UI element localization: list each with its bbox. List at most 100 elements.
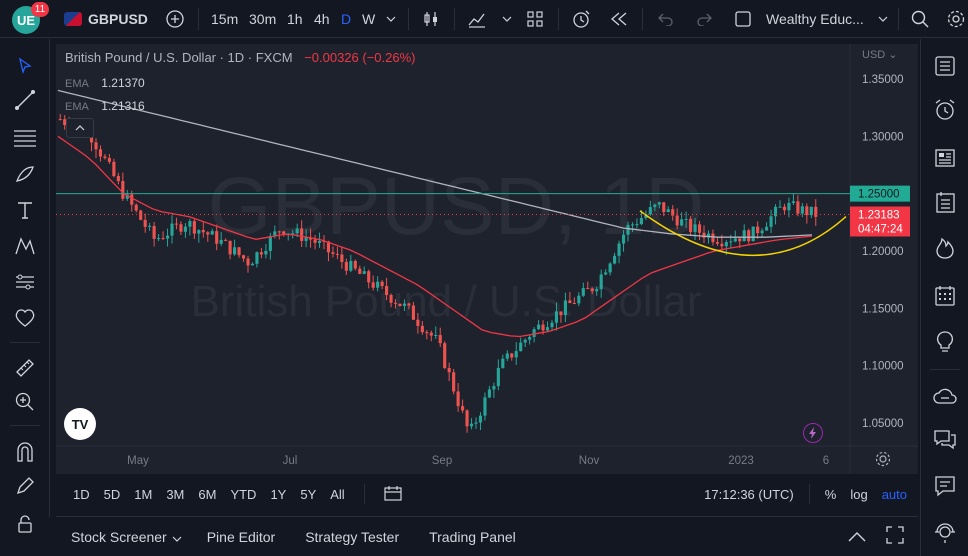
symbol-search[interactable]: GBPUSD (64, 0, 148, 38)
undo-icon[interactable] (656, 0, 676, 38)
candle-body-down (228, 240, 232, 255)
tradingview-logo[interactable]: TV (64, 408, 96, 440)
interval-15m[interactable]: 15m (211, 10, 239, 27)
interval-4h[interactable]: 4h (314, 10, 330, 27)
brush-icon[interactable] (10, 159, 40, 189)
compare-add-icon[interactable] (163, 0, 187, 38)
candle-body-down (215, 231, 219, 244)
watchlist-icon[interactable] (930, 51, 960, 81)
collapse-legend-button[interactable] (66, 118, 94, 138)
candle-body-down (689, 218, 693, 233)
auto-scale-toggle[interactable]: auto (881, 486, 907, 502)
zoom-in-icon[interactable] (10, 387, 40, 417)
range-3m[interactable]: 3M (166, 486, 185, 502)
stay-drawing-pencil-icon[interactable] (10, 471, 40, 501)
alarm-clock-icon[interactable] (930, 95, 960, 125)
ideas-lightbulb-icon[interactable] (930, 327, 960, 357)
interval-1h[interactable]: 1h (287, 10, 303, 27)
chart-pane[interactable]: GBPUSD, 1D British Pound / U.S. Dollar USD… (56, 44, 918, 474)
templates-grid-icon[interactable] (524, 0, 546, 38)
interval-d[interactable]: D (341, 10, 352, 27)
candle-body-down (411, 305, 415, 320)
notes-list-icon[interactable] (930, 187, 960, 217)
candle-body-up (577, 295, 581, 304)
candle-body-up (778, 206, 782, 208)
range-1m[interactable]: 1M (134, 486, 153, 502)
log-scale-toggle[interactable]: log (850, 486, 868, 502)
go-to-date-icon[interactable] (377, 485, 409, 504)
candle-body-down (112, 161, 116, 177)
range-all[interactable]: All (330, 486, 345, 502)
panel-collapse-chevron-icon[interactable] (848, 529, 866, 545)
chats-icon[interactable] (930, 425, 960, 455)
favorites-heart-icon[interactable] (10, 303, 40, 333)
candle-body-up (188, 221, 192, 227)
indicators-icon[interactable] (466, 0, 488, 38)
interval-30m[interactable]: 30m (249, 10, 277, 27)
pattern-tool-icon[interactable] (10, 231, 40, 261)
last-price-label: 1.23183 (858, 209, 900, 221)
stock-screener-chevron-icon[interactable] (172, 529, 182, 545)
range-1d[interactable]: 1D (73, 486, 90, 502)
maximize-panel-icon[interactable] (886, 526, 904, 547)
candle-body-down (139, 210, 143, 220)
fib-retracement-icon[interactable] (10, 123, 40, 153)
ema-slow-legend[interactable]: EMA 1.21316 (65, 99, 145, 113)
price-tick-label: 1.35000 (862, 74, 904, 86)
lightning-icon[interactable] (803, 423, 823, 443)
layout-name[interactable]: Wealthy Educ... (766, 10, 864, 27)
tab-pine-editor[interactable]: Pine Editor (206, 528, 276, 545)
cursor-icon[interactable] (10, 51, 40, 81)
chart-legend: British Pound / U.S. Dollar · 1D · FXCM … (65, 50, 416, 65)
candle-body-down (756, 226, 760, 234)
candle-body-down (206, 232, 210, 235)
hotlists-fire-icon[interactable] (930, 233, 960, 263)
candle-body-up (760, 230, 764, 234)
trend-line-icon[interactable] (10, 85, 40, 115)
magnet-icon[interactable] (10, 437, 40, 467)
search-icon[interactable] (908, 0, 932, 38)
interval-dropdown-chevron-icon[interactable] (384, 0, 398, 38)
candle-body-up (183, 226, 187, 232)
range-5y[interactable]: 5Y (300, 486, 317, 502)
interval-w[interactable]: W (362, 10, 376, 27)
lock-icon[interactable] (10, 509, 40, 539)
messages-icon[interactable] (930, 471, 960, 501)
community-cloud-icon[interactable] (930, 381, 960, 411)
range-5d[interactable]: 5D (103, 486, 121, 502)
clock-timezone[interactable]: 17:12:36 (UTC) (704, 486, 794, 502)
replay-rewind-icon[interactable] (608, 0, 630, 38)
news-icon[interactable] (930, 143, 960, 173)
candle-body-down (416, 319, 420, 326)
tab-strategy-tester[interactable]: Strategy Tester (305, 528, 400, 545)
percent-scale-toggle[interactable]: % (824, 486, 837, 502)
candle-body-down (241, 255, 246, 259)
prediction-tool-icon[interactable] (10, 267, 40, 297)
tab-trading-panel[interactable]: Trading Panel (429, 528, 516, 545)
ruler-icon[interactable] (10, 353, 40, 383)
settings-gear-icon[interactable] (944, 0, 968, 38)
redo-icon[interactable] (694, 0, 714, 38)
candle-body-down (259, 252, 263, 255)
tab-stock-screener[interactable]: Stock Screener (71, 528, 167, 545)
candle-body-down (63, 119, 67, 126)
range-ytd[interactable]: YTD (230, 486, 257, 502)
candle-body-up (742, 230, 746, 242)
help-support-icon[interactable] (930, 517, 960, 547)
price-chart-svg[interactable]: GBPUSD, 1D British Pound / U.S. Dollar USD… (56, 44, 918, 474)
layout-chevron-icon[interactable] (876, 0, 890, 38)
alert-clock-icon[interactable] (570, 0, 592, 38)
time-tick-label: Jul (283, 455, 298, 467)
range-1y[interactable]: 1Y (270, 486, 287, 502)
range-6m[interactable]: 6M (198, 486, 217, 502)
calendar-icon[interactable] (930, 281, 960, 311)
text-tool-icon[interactable] (10, 195, 40, 225)
chart-settings-gear-icon[interactable] (874, 450, 894, 470)
candle-body-up (519, 342, 523, 352)
candles-style-icon[interactable] (420, 0, 442, 38)
indicators-chevron-icon[interactable] (500, 0, 514, 38)
candle-body-up (514, 351, 518, 358)
ema-fast-legend[interactable]: EMA 1.21370 (65, 76, 145, 90)
candle-body-down (393, 302, 398, 304)
layout-square-icon[interactable] (732, 0, 754, 38)
